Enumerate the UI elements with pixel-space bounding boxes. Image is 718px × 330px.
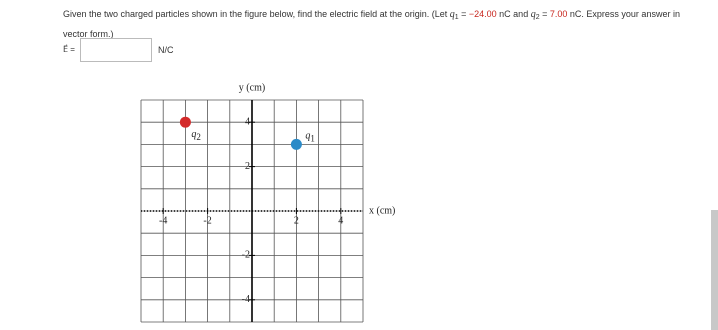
- question-text: Given the two charged particles shown in…: [63, 9, 450, 19]
- y-tick-label: 4: [245, 116, 250, 127]
- question-text: q: [530, 9, 536, 20]
- question-text: 2: [535, 14, 540, 21]
- question: Given the two charged particles shown in…: [63, 6, 683, 43]
- x-tick-label: -2: [203, 215, 211, 226]
- x-tick-label: -4: [159, 215, 167, 226]
- particle: [290, 138, 302, 150]
- question-text: q: [449, 9, 455, 20]
- y-tick-label: -4: [242, 294, 250, 305]
- question-text: −24.00: [468, 9, 497, 19]
- question-text: nC. Express your answer in vector form.): [63, 9, 680, 39]
- y-axis-label: y (cm): [239, 82, 265, 93]
- particle-subscript: 2: [196, 132, 201, 142]
- y-tick-label: 2: [245, 161, 250, 172]
- x-tick-label: 2: [294, 215, 299, 226]
- y-tick-label: -2: [242, 250, 250, 261]
- x-axis-label: x (cm): [369, 205, 395, 216]
- question-text: nC and: [496, 9, 531, 19]
- answer-input[interactable]: [80, 38, 152, 62]
- answer-label: E⃗ =: [63, 45, 75, 54]
- particle: [179, 116, 191, 128]
- answer-unit: N/C: [158, 45, 174, 55]
- question-text: 7.00: [549, 9, 568, 19]
- question-text: =: [539, 9, 550, 19]
- scrollbar[interactable]: [711, 210, 718, 330]
- particle-symbol: q: [191, 129, 196, 140]
- particle-subscript: 1: [310, 133, 315, 143]
- question-text: =: [458, 9, 469, 19]
- x-tick-label: 4: [338, 215, 343, 226]
- question-text: 1: [454, 14, 459, 21]
- particle-label: q1: [305, 131, 315, 144]
- particle-symbol: q: [305, 131, 310, 142]
- particle-label: q2: [191, 129, 201, 142]
